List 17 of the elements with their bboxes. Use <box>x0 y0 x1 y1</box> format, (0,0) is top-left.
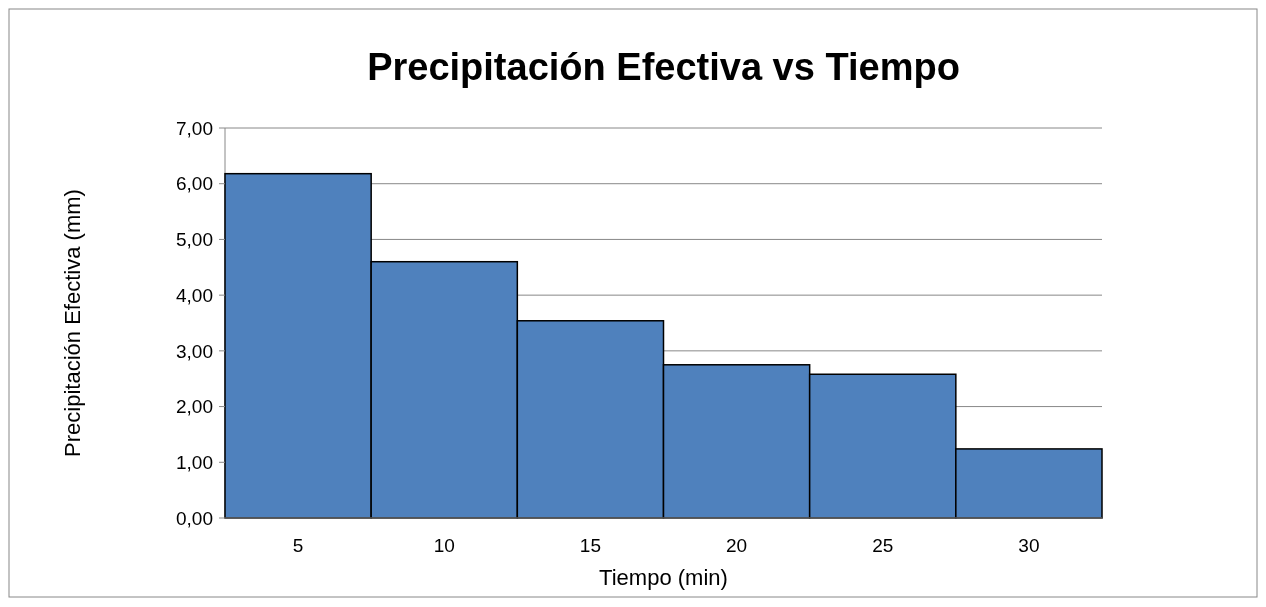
chart-title: Precipitación Efectiva vs Tiempo <box>367 46 960 88</box>
x-tick-label: 30 <box>1018 535 1040 556</box>
x-tick-label: 15 <box>579 535 601 556</box>
x-tick-label: 20 <box>726 535 748 556</box>
y-tick-label: 0,00 <box>176 507 213 529</box>
x-tick-label: 5 <box>292 535 304 556</box>
y-tick-label: 3,00 <box>176 340 213 362</box>
y-tick-label: 7,00 <box>176 117 213 139</box>
y-tick-label: 4,00 <box>176 284 213 306</box>
y-tick-label: 2,00 <box>176 396 213 418</box>
y-tick-label: 6,00 <box>176 173 213 195</box>
y-axis-title: Precipitación Efectiva (mm) <box>60 189 85 457</box>
x-tick-label: 25 <box>872 535 894 556</box>
x-axis-title: Tiempo (min) <box>599 565 728 590</box>
y-tick-label: 5,00 <box>176 229 213 251</box>
x-tick-label: 10 <box>433 535 455 556</box>
y-tick-label: 1,00 <box>176 451 213 473</box>
